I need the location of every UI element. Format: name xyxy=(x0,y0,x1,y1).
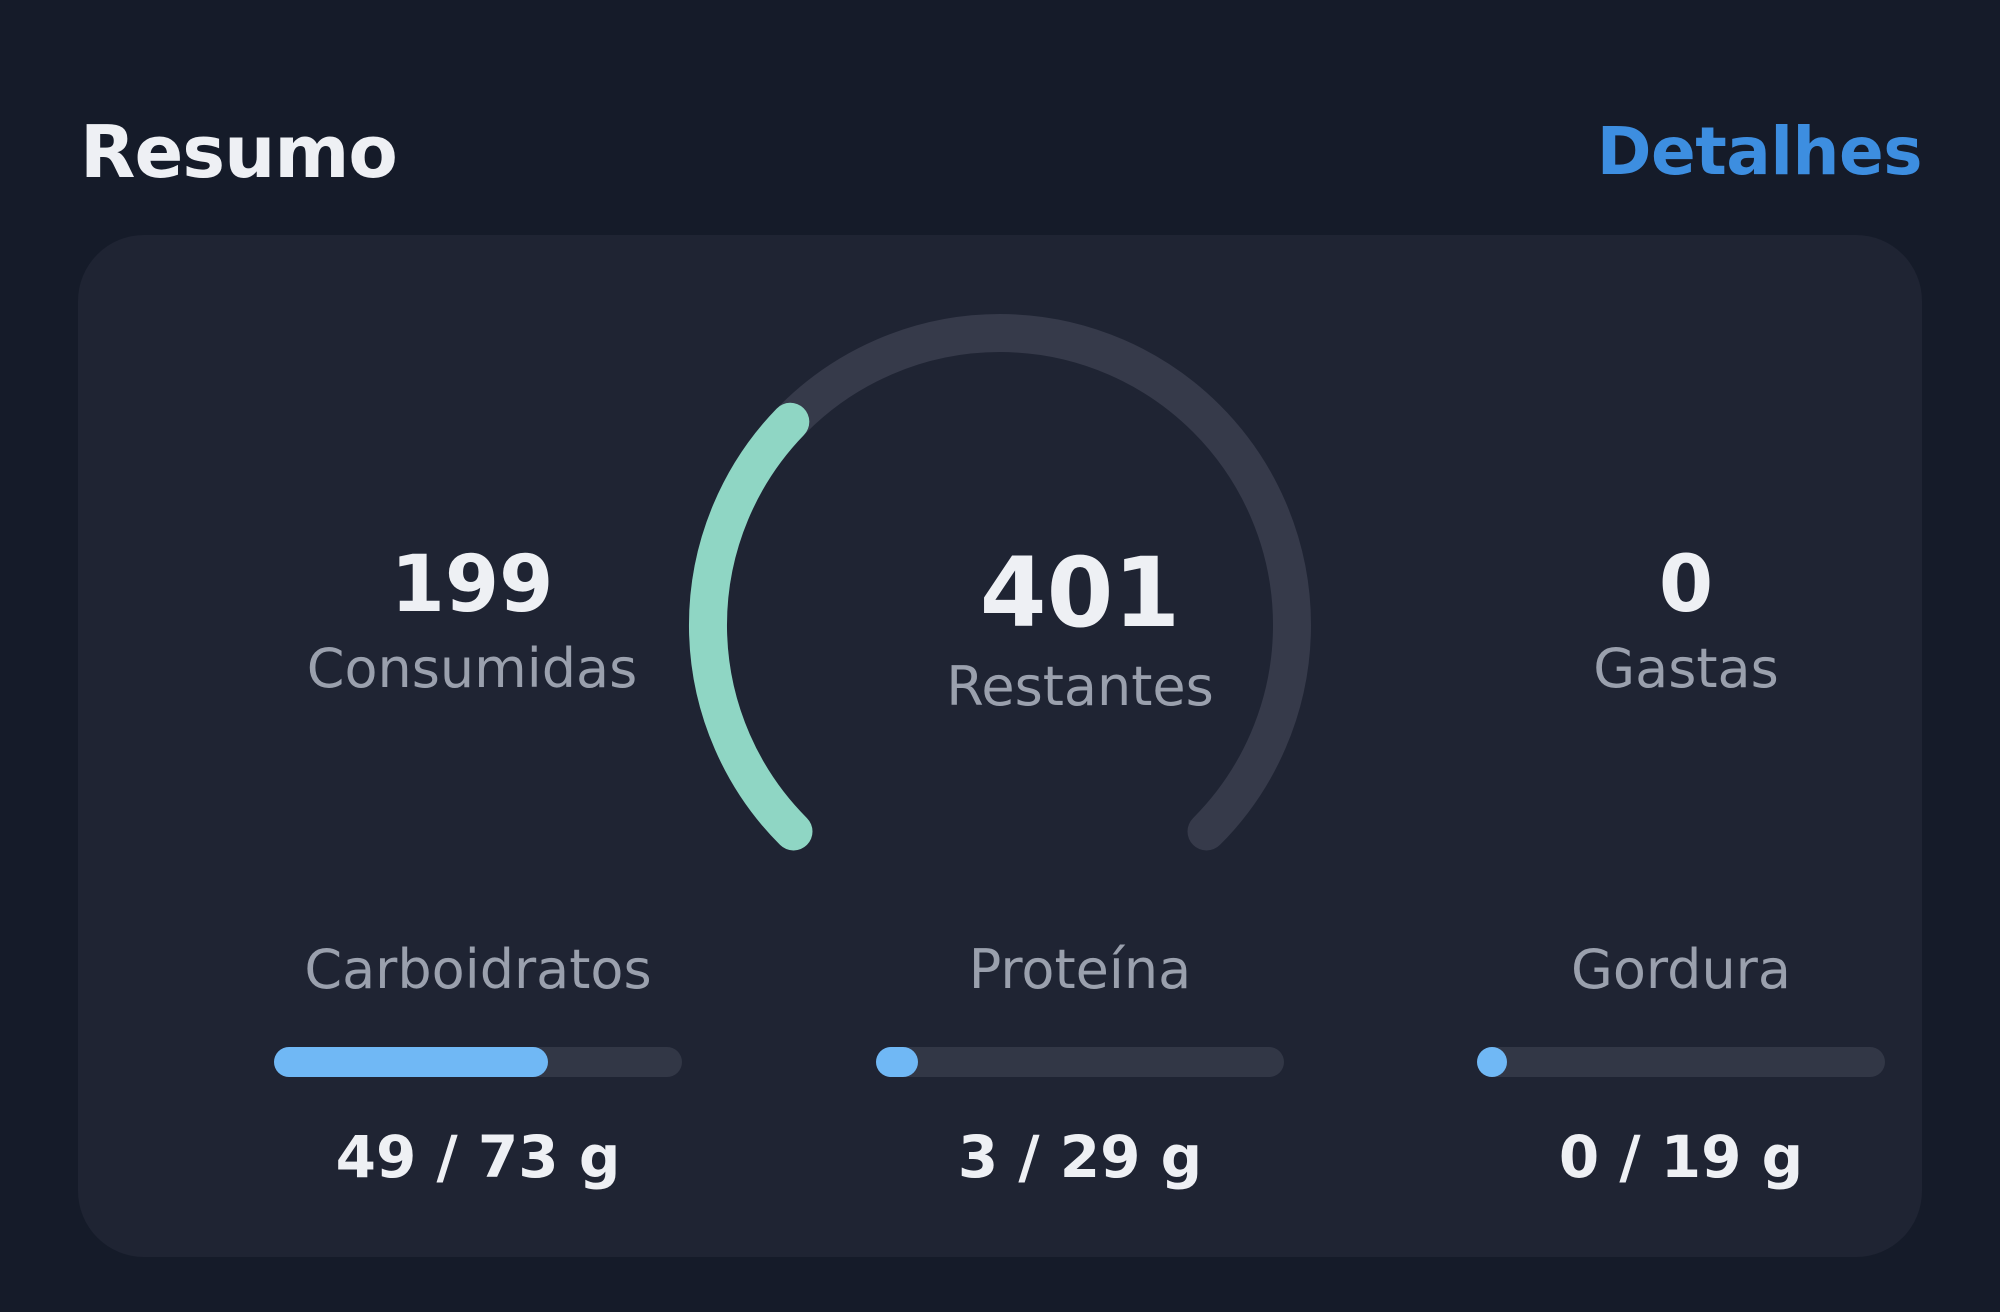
macro-label: Carboidratos xyxy=(304,938,652,1001)
macro-progress-fill xyxy=(274,1047,548,1077)
macro-fat: Gordura 0 / 19 g xyxy=(1421,935,1941,1195)
burned-value: 0 xyxy=(1658,540,1714,630)
macro-amount: 3 / 29 g xyxy=(957,1123,1203,1191)
section-title: Resumo xyxy=(80,110,398,194)
macro-progress-track xyxy=(274,1047,682,1077)
details-link[interactable]: Detalhes xyxy=(1596,113,1923,190)
burned-label: Gastas xyxy=(1593,637,1779,700)
calorie-gauge xyxy=(688,314,1311,851)
macro-label: Proteína xyxy=(968,938,1192,1001)
macro-amount: 49 / 73 g xyxy=(335,1123,621,1191)
macro-progress-fill xyxy=(1477,1047,1507,1077)
macro-protein: Proteína 3 / 29 g xyxy=(820,935,1340,1195)
gauge-progress xyxy=(688,402,813,851)
macro-progress-track xyxy=(876,1047,1284,1077)
macro-label: Gordura xyxy=(1571,938,1791,1001)
burned-stat: 0 Gastas xyxy=(1426,540,1946,704)
consumed-label: Consumidas xyxy=(306,637,638,700)
remaining-stat: 401 Restantes xyxy=(820,538,1340,722)
consumed-stat: 199 Consumidas xyxy=(212,540,732,704)
consumed-value: 199 xyxy=(390,540,554,630)
macro-progress-fill xyxy=(876,1047,919,1077)
summary-card: 199 Consumidas 401 Restantes 0 Gastas Ca… xyxy=(78,235,1922,1257)
macro-amount: 0 / 19 g xyxy=(1558,1123,1804,1191)
macro-carbs: Carboidratos 49 / 73 g xyxy=(218,935,738,1195)
macro-progress-track xyxy=(1477,1047,1885,1077)
remaining-label: Restantes xyxy=(946,655,1214,718)
remaining-value: 401 xyxy=(979,537,1181,649)
